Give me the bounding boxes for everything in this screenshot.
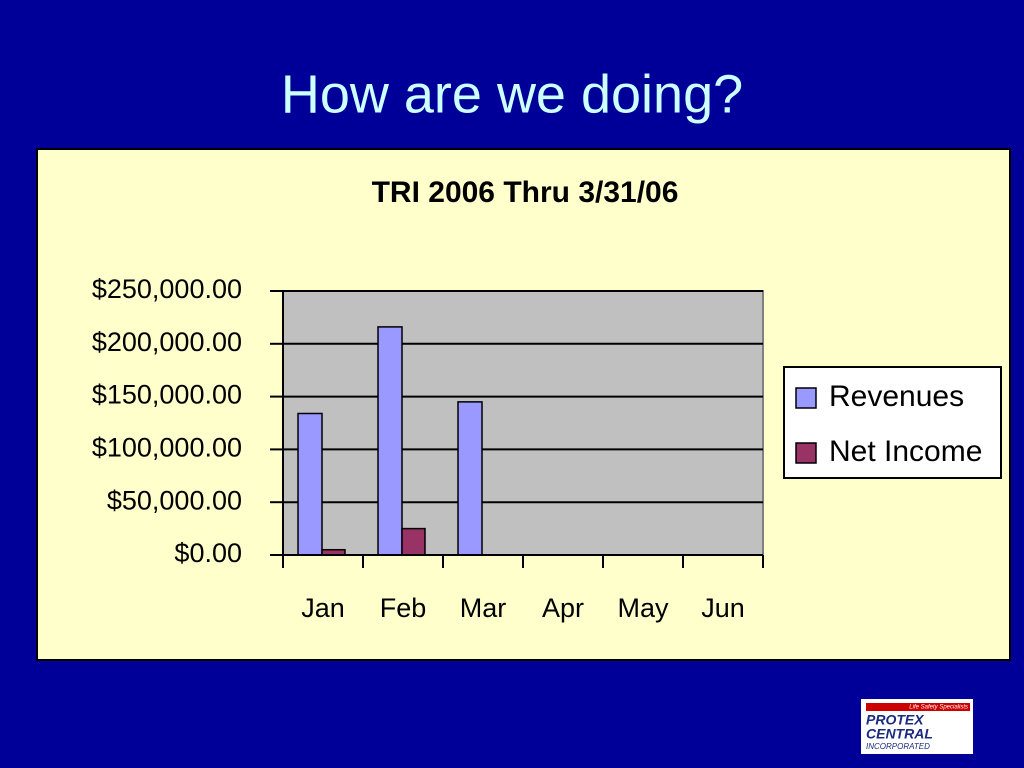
chart: $0.00 $50,000.00 $100,000.00 $150,000.00 $20…: [92, 274, 1002, 623]
x-tick-label: Jan: [301, 593, 345, 623]
logo-line: PROTEX: [866, 712, 925, 728]
x-tick-label: Apr: [542, 593, 584, 623]
legend-swatch: [795, 442, 817, 464]
logo: Life Safety Specialists PROTEX CENTRAL I…: [861, 699, 973, 754]
plot-area: [282, 290, 764, 556]
legend-label: Revenues: [829, 380, 964, 413]
logo-tagline: Life Safety Specialists: [909, 705, 968, 711]
x-tick-label: Jun: [701, 593, 745, 623]
y-tick-label: $250,000.00: [92, 274, 242, 304]
x-tick-label: Mar: [460, 593, 507, 623]
legend-label: Net Income: [829, 435, 982, 468]
legend-swatch: [795, 387, 817, 409]
y-tick-label: $100,000.00: [92, 433, 242, 463]
x-tick-label: Feb: [380, 593, 427, 623]
logo-line: INCORPORATED: [866, 742, 930, 751]
x-tick-label: May: [617, 593, 669, 623]
y-tick-label: $50,000.00: [107, 485, 242, 515]
chart-title: TRI 2006 Thru 3/31/06: [372, 176, 679, 209]
legend: [783, 366, 1002, 479]
bar: [401, 527, 426, 556]
bar: [457, 401, 483, 556]
y-tick-label: $200,000.00: [92, 327, 242, 357]
logo-line: CENTRAL: [866, 726, 933, 742]
bar: [377, 326, 403, 556]
y-tick-label: $0.00: [174, 538, 242, 568]
slide-title: How are we doing?: [281, 64, 743, 124]
bar: [297, 412, 323, 556]
y-tick-label: $150,000.00: [92, 380, 242, 410]
logo-band: [866, 703, 970, 711]
